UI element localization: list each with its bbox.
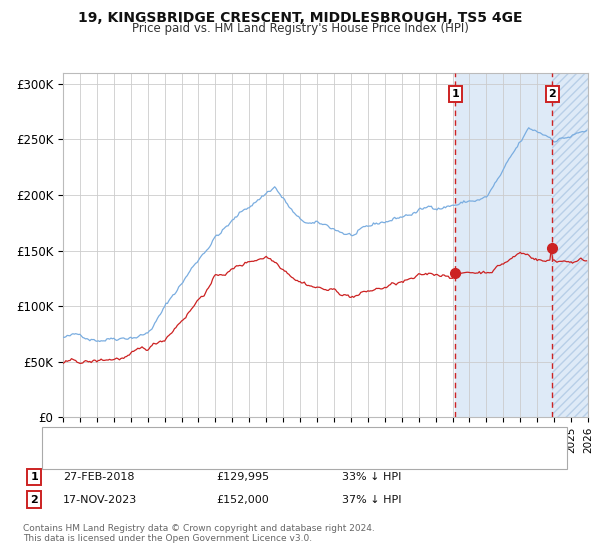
- Text: 19, KINGSBRIDGE CRESCENT, MIDDLESBROUGH, TS5 4GE (detached house): 19, KINGSBRIDGE CRESCENT, MIDDLESBROUGH,…: [78, 433, 473, 444]
- Text: £152,000: £152,000: [216, 494, 269, 505]
- Text: £129,995: £129,995: [216, 472, 269, 482]
- Text: 33% ↓ HPI: 33% ↓ HPI: [342, 472, 401, 482]
- Bar: [552, 73, 588, 417]
- Text: 2: 2: [548, 89, 556, 99]
- Text: 17-NOV-2023: 17-NOV-2023: [63, 494, 137, 505]
- Text: 37% ↓ HPI: 37% ↓ HPI: [342, 494, 401, 505]
- Text: ——: ——: [49, 452, 64, 465]
- Text: Price paid vs. HM Land Registry's House Price Index (HPI): Price paid vs. HM Land Registry's House …: [131, 22, 469, 35]
- Text: 1: 1: [31, 472, 38, 482]
- Text: 19, KINGSBRIDGE CRESCENT, MIDDLESBROUGH, TS5 4GE: 19, KINGSBRIDGE CRESCENT, MIDDLESBROUGH,…: [78, 11, 522, 25]
- Text: HPI: Average price, detached house, Middlesbrough: HPI: Average price, detached house, Midd…: [78, 453, 348, 463]
- Text: Contains HM Land Registry data © Crown copyright and database right 2024.
This d: Contains HM Land Registry data © Crown c…: [23, 524, 374, 543]
- Bar: [455, 73, 588, 417]
- Text: 27-FEB-2018: 27-FEB-2018: [63, 472, 134, 482]
- Text: ——: ——: [49, 432, 64, 445]
- Text: 1: 1: [451, 89, 459, 99]
- Text: 2: 2: [31, 494, 38, 505]
